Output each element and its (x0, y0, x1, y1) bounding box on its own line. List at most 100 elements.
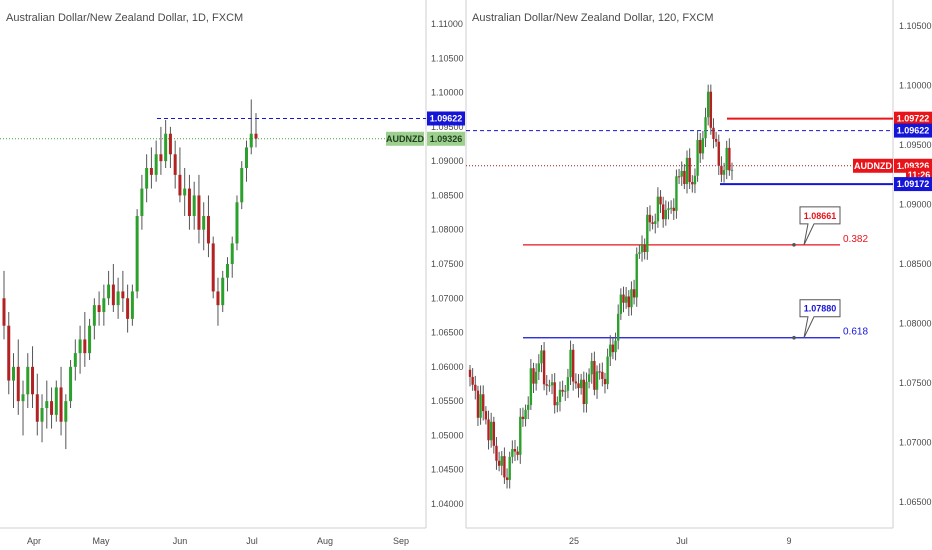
left-chart-panel: Australian Dollar/New Zealand Dollar, 1D… (0, 0, 465, 546)
right-chart-panel: Australian Dollar/New Zealand Dollar, 12… (465, 0, 932, 546)
fib-callout-anchor (792, 335, 796, 340)
right-candle-body (677, 176, 681, 178)
left-candle-body (187, 188, 191, 216)
right-candle-body (479, 394, 482, 418)
right-y-tick-label: 1.10500 (899, 21, 932, 31)
right-candle-body (669, 207, 673, 209)
right-price-badge-text: 1.09622 (897, 126, 930, 136)
right-candle-body (505, 477, 509, 480)
right-candle-body (730, 169, 734, 171)
right-price-badge-text: 1.09326 (897, 161, 930, 171)
left-y-tick-label: 1.11000 (431, 19, 463, 29)
left-candle-body (7, 325, 11, 381)
right-candle-body (556, 402, 559, 406)
left-y-tick-label: 1.10500 (431, 53, 464, 63)
left-candle-body (135, 216, 139, 292)
right-candle-body (619, 294, 623, 314)
left-candle-body (121, 291, 125, 299)
left-price-badge (386, 131, 424, 146)
left-candle-body (45, 401, 49, 408)
right-candle-body (667, 208, 670, 210)
right-candle-body (516, 451, 519, 455)
left-y-tick-label: 1.07500 (431, 259, 464, 269)
right-candle-body (632, 289, 636, 298)
left-candle-body (164, 133, 168, 162)
right-candle-body (704, 117, 707, 139)
left-candle-body (102, 298, 106, 312)
right-candle-body (534, 371, 538, 384)
left-x-tick-label: Sep (393, 536, 409, 546)
right-candle-body (685, 157, 689, 185)
right-candle-body (513, 449, 517, 452)
right-candle-body (717, 141, 720, 166)
right-candle-body (693, 175, 697, 185)
left-y-tick-label: 1.08500 (431, 190, 464, 200)
right-candle-body (706, 91, 710, 118)
right-candle-body (654, 221, 657, 224)
right-candle-body (683, 170, 686, 185)
right-candle-body (550, 382, 554, 386)
left-candle-body (235, 202, 239, 244)
right-candle-body (648, 214, 652, 223)
left-candle-body (249, 133, 253, 148)
right-candle-body (701, 138, 705, 154)
right-candle-body (489, 421, 493, 441)
left-candle-body (225, 264, 229, 278)
right-candle-body (651, 222, 654, 224)
right-candle-body (664, 209, 668, 220)
right-candle-body (474, 384, 477, 391)
left-y-tick-label: 1.06500 (431, 328, 464, 338)
left-candle-body (159, 154, 163, 162)
left-candle-body (40, 408, 44, 422)
right-candle-body (609, 344, 612, 357)
left-candle-body (154, 154, 158, 175)
left-x-tick-label: Jul (246, 536, 258, 546)
right-candle-body (524, 409, 527, 420)
left-candle-body (73, 353, 77, 367)
right-candle-body (521, 416, 525, 420)
right-candle-body (540, 350, 543, 364)
left-y-tick-label: 1.09000 (431, 156, 464, 166)
fib-callout-price: 1.07880 (804, 304, 837, 314)
right-candle-body (598, 371, 601, 373)
right-candle-body (614, 340, 617, 353)
right-candle-body (587, 374, 591, 382)
left-candle-body (130, 291, 134, 319)
left-x-tick-label: May (92, 536, 110, 546)
right-candle-body (495, 445, 498, 461)
left-candle-body (140, 188, 144, 216)
left-x-tick-label: Jun (173, 536, 188, 546)
right-candle-body (574, 381, 578, 384)
right-candle-body (497, 460, 501, 466)
right-candle-body (680, 170, 683, 177)
right-candle-body (624, 296, 628, 303)
left-candle-body (240, 168, 244, 203)
left-candle-body (111, 284, 115, 306)
right-candle-body (548, 385, 551, 387)
left-price-badge (427, 111, 465, 126)
left-candle-body (54, 387, 58, 415)
fib-level-label: 0.618 (843, 327, 868, 338)
left-candle-body (12, 366, 16, 381)
right-price-badge-text: AUDNZD (854, 161, 892, 171)
right-candle-body (725, 147, 728, 171)
right-candle-body (471, 376, 474, 385)
right-candle-body (611, 344, 615, 353)
right-candle-body (630, 289, 633, 308)
left-candle-body (2, 298, 6, 326)
right-price-badge (853, 158, 893, 173)
left-candle-body (178, 174, 182, 196)
left-candle-body (173, 154, 177, 175)
left-x-tick-label: Aug (317, 536, 333, 546)
left-candle-body (26, 366, 30, 395)
left-candle-body (64, 401, 68, 422)
right-candle-body (622, 294, 625, 303)
left-candle-body (69, 366, 73, 402)
right-y-tick-label: 1.06500 (899, 497, 932, 507)
right-candle-body (508, 456, 511, 480)
right-candle-body (569, 349, 572, 378)
left-candle-body (211, 243, 215, 292)
left-candle-body (107, 284, 111, 299)
right-y-tick-label: 1.09000 (899, 200, 932, 210)
right-candle-body (492, 421, 496, 446)
